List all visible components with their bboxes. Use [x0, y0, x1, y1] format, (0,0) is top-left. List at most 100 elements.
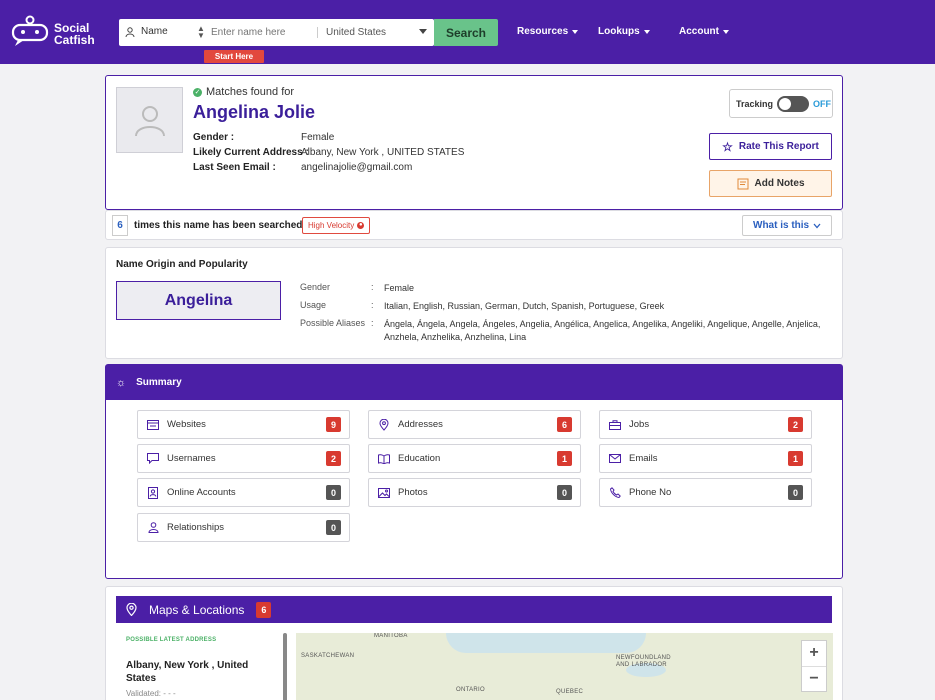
brand-line-2: Catfish: [54, 33, 95, 47]
summary-tile-phone[interactable]: Phone No 0: [599, 478, 812, 507]
tile-label: Jobs: [629, 419, 650, 430]
nav-account-label: Account: [679, 26, 719, 37]
chat-icon: [147, 453, 159, 465]
search-type-label: Name: [141, 26, 168, 37]
summary-tile-emails[interactable]: Emails 1: [599, 444, 812, 473]
map-label-newfoundland: NEWFOUNDLAND AND LABRADOR: [616, 655, 671, 668]
tracking-control: Tracking OFF: [729, 89, 833, 118]
chevron-down-icon[interactable]: [419, 29, 427, 34]
person-icon: [147, 522, 159, 534]
origin-title: Name Origin and Popularity: [116, 259, 248, 270]
nav-resources[interactable]: Resources: [517, 26, 579, 37]
latest-address-value[interactable]: Albany, New York , United States: [126, 660, 249, 684]
note-icon: [737, 178, 748, 189]
map-label-manitoba: MANITOBA: [374, 633, 408, 639]
social-catfish-logo[interactable]: Social Catfish: [10, 14, 100, 50]
rate-report-label: Rate This Report: [738, 141, 819, 152]
colon: :: [371, 318, 374, 328]
gender-label: Gender :: [193, 132, 235, 143]
search-count-strip: 6 times this name has been searched High…: [105, 210, 843, 240]
tile-label: Photos: [398, 487, 428, 498]
brand-line-1: Social: [54, 21, 90, 35]
address-value: Albany, New York , UNITED STATES: [301, 147, 465, 158]
top-navigation-bar: Social Catfish Name ▲▼ United States Sea…: [0, 0, 935, 64]
origin-aliases-label: Possible Aliases: [300, 318, 366, 328]
gender-value: Female: [301, 132, 335, 143]
latest-address-label: POSSIBLE LATEST ADDRESS: [126, 637, 217, 643]
caret-down-icon: [723, 29, 729, 34]
location-map[interactable]: MANITOBA SASKATCHEWAN NEWFOUNDLAND AND L…: [296, 633, 833, 700]
nav-resources-label: Resources: [517, 26, 569, 37]
what-is-this-button[interactable]: What is this: [742, 215, 832, 236]
tracking-label: Tracking: [736, 98, 774, 109]
tile-count-badge: 6: [557, 417, 572, 432]
brand-name: Social Catfish: [54, 22, 95, 46]
country-select[interactable]: United States: [326, 27, 387, 38]
check-circle-icon: ✓: [193, 87, 202, 97]
tracking-state: OFF: [813, 98, 832, 109]
person-name: Angelina Jolie: [193, 102, 316, 122]
search-bar: Name ▲▼ United States: [119, 19, 434, 46]
search-count-text: times this name has been searched: [134, 220, 303, 231]
summary-tile-online-accounts[interactable]: Online Accounts 0: [137, 478, 350, 507]
nav-account[interactable]: Account: [679, 26, 729, 37]
search-type-select[interactable]: Name: [125, 26, 168, 37]
tile-label: Relationships: [167, 522, 225, 533]
map-label-saskatchewan: SASKATCHEWAN: [301, 653, 355, 659]
origin-aliases-value: Ángela, Ángela, Angela, Ángeles, Angelia…: [384, 319, 821, 342]
name-search-input[interactable]: [211, 23, 311, 42]
add-notes-button[interactable]: Add Notes: [709, 170, 832, 197]
summary-tile-education[interactable]: Education 1: [368, 444, 581, 473]
mail-icon: [609, 453, 621, 465]
catfish-logo-icon: [11, 15, 49, 46]
rate-report-button[interactable]: ☆ Rate This Report: [709, 133, 832, 160]
matches-found-line: ✓ Matches found for: [193, 86, 294, 98]
toggle-knob: [779, 97, 792, 110]
maps-count-badge: 6: [256, 601, 272, 618]
summary-header: ☼ Summary: [106, 365, 842, 400]
nav-lookups-label: Lookups: [598, 26, 640, 37]
pin-icon: [378, 418, 390, 431]
tile-count-badge: 0: [557, 485, 572, 500]
book-icon: [378, 453, 390, 465]
summary-tile-usernames[interactable]: Usernames 2: [137, 444, 350, 473]
origin-gender-label: Gender: [300, 282, 331, 292]
velocity-label: High Velocity: [308, 221, 355, 230]
origin-usage-label: Usage: [300, 300, 327, 310]
summary-tile-websites[interactable]: Websites 9: [137, 410, 350, 439]
map-pin-icon: [126, 603, 137, 616]
star-icon: ☆: [722, 139, 733, 154]
map-water: [446, 633, 646, 653]
tile-count-badge: 0: [326, 520, 341, 535]
colon: :: [371, 282, 374, 292]
maps-header: Maps & Locations 6: [116, 596, 832, 623]
map-zoom-control: + −: [801, 640, 827, 692]
search-button[interactable]: Search: [434, 19, 498, 46]
summary-tile-addresses[interactable]: Addresses 6: [368, 410, 581, 439]
tile-label: Online Accounts: [167, 487, 236, 498]
summary-tile-relationships[interactable]: Relationships 0: [137, 513, 350, 542]
search-count: 6: [112, 215, 128, 236]
photo-icon: [378, 487, 390, 499]
summary-tile-jobs[interactable]: Jobs 2: [599, 410, 812, 439]
tile-label: Emails: [629, 453, 658, 464]
start-here-tooltip: Start Here: [204, 50, 264, 63]
zoom-in-button[interactable]: +: [802, 641, 826, 667]
person-icon: [125, 26, 135, 37]
account-icon: [147, 486, 159, 499]
nav-lookups[interactable]: Lookups: [598, 26, 650, 37]
briefcase-icon: [609, 419, 621, 431]
tile-label: Addresses: [398, 419, 443, 430]
tile-count-badge: 1: [788, 451, 803, 466]
summary-tile-photos[interactable]: Photos 0: [368, 478, 581, 507]
tile-count-badge: 2: [326, 451, 341, 466]
tile-label: Websites: [167, 419, 206, 430]
name-origin-card: Name Origin and Popularity Angelina Gend…: [105, 247, 843, 359]
zoom-out-button[interactable]: −: [809, 669, 819, 687]
sort-arrows-icon[interactable]: ▲ ▼: [197, 24, 205, 40]
tracking-toggle[interactable]: [777, 95, 810, 112]
tile-label: Phone No: [629, 487, 672, 498]
address-list-scrollbar[interactable]: [283, 633, 287, 700]
browser-icon: [147, 419, 159, 431]
origin-usage-value: Italian, English, Russian, German, Dutch…: [384, 301, 665, 311]
